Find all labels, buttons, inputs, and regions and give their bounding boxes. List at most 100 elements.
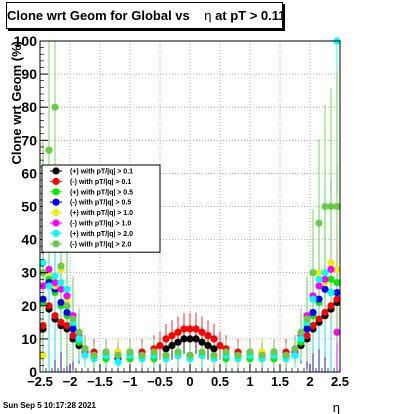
y-tick-label: 100 (14, 33, 38, 49)
x-tick-label: 2 (306, 374, 313, 389)
x-tick-label: 0 (186, 374, 193, 389)
data-point (303, 331, 311, 340)
data-point (315, 315, 323, 323)
y-tick-label: 40 (21, 232, 37, 248)
data-point (51, 279, 59, 287)
data-point (333, 202, 341, 211)
data-point (162, 345, 170, 353)
data-point (57, 262, 65, 270)
x-tick-label: −1 (123, 374, 138, 389)
legend-label: (+) with pT/|q| > 2.0 (70, 231, 133, 238)
legend-label: (-) with pT/|q| > 2.0 (70, 241, 131, 248)
y-tick-label: 70 (21, 132, 37, 148)
y-tick-label: 60 (21, 165, 37, 181)
data-point (57, 298, 65, 307)
data-point (258, 351, 266, 360)
data-point (162, 335, 170, 343)
data-point (303, 315, 311, 323)
data-point (150, 348, 158, 356)
legend-marker (52, 219, 60, 227)
y-tick-label: 20 (21, 298, 37, 314)
data-point (174, 328, 182, 336)
data-point (297, 335, 305, 343)
data-point (180, 325, 188, 333)
x-tick-label: −0.5 (147, 374, 173, 389)
data-point (333, 328, 341, 336)
data-point (45, 302, 53, 310)
data-point (234, 351, 242, 360)
legend-label: (+) with pT/|q| > 1.0 (70, 210, 133, 217)
data-point (333, 288, 341, 297)
data-point (126, 348, 134, 356)
data-point (75, 328, 83, 336)
chart-title-box: Clone wrt Geom for Global vs η at pT > 0… (6, 2, 286, 29)
data-point (204, 331, 212, 340)
y-tick-label: 0 (29, 364, 37, 380)
x-tick-label: 1.5 (271, 374, 289, 389)
x-tick-label: 1 (246, 374, 253, 389)
x-tick-label: 0.5 (211, 374, 229, 389)
legend-marker (52, 229, 60, 237)
y-tick-label: 30 (21, 265, 37, 281)
data-point (204, 341, 212, 350)
data-point (270, 348, 278, 356)
data-points (39, 37, 341, 366)
data-point (102, 348, 110, 356)
data-point (45, 265, 53, 273)
chart-title-suffix: at pT > 0.11 (215, 8, 286, 23)
data-point (333, 265, 341, 273)
data-point (63, 322, 71, 330)
data-point (246, 348, 254, 356)
data-point (315, 275, 323, 283)
data-point (315, 219, 323, 227)
data-point (81, 351, 89, 360)
y-tick-label: 10 (21, 331, 37, 347)
chart-title-symbol: η (204, 8, 212, 23)
data-point (333, 279, 341, 287)
data-point (174, 338, 182, 346)
data-point (114, 358, 122, 366)
legend-marker (52, 240, 60, 248)
data-point (168, 341, 176, 350)
data-point (186, 351, 194, 360)
data-point (282, 351, 290, 360)
data-point (321, 202, 329, 211)
data-point (327, 265, 335, 273)
legend-marker (52, 177, 60, 185)
data-point (39, 259, 47, 267)
data-point (138, 351, 146, 360)
data-point (321, 308, 329, 317)
y-tick-label: 90 (21, 66, 37, 82)
data-point (63, 308, 71, 317)
data-point (309, 269, 317, 277)
x-tick-label: 2.5 (331, 374, 349, 389)
data-point (69, 331, 77, 340)
data-point (57, 318, 65, 326)
data-point (63, 292, 71, 300)
data-point (114, 351, 122, 360)
data-point (51, 312, 59, 320)
data-point (192, 325, 200, 333)
data-point (327, 302, 335, 310)
data-point (39, 351, 47, 360)
legend-label: (+) with pT/|q| > 0.5 (70, 189, 133, 196)
data-point (327, 202, 335, 211)
legend-label: (+) with pT/|q| > 0.1 (70, 169, 133, 176)
data-point (303, 325, 311, 333)
data-point (180, 335, 188, 343)
x-tick-label: −2.5 (27, 374, 53, 389)
legend-marker (52, 167, 60, 175)
data-point (291, 345, 299, 353)
legend: (+) with pT/|q| > 0.1 (-) with pT/|q| > 0… (41, 164, 161, 253)
data-point (216, 341, 224, 350)
data-point (321, 269, 329, 277)
data-point (57, 279, 65, 287)
data-point (90, 351, 98, 360)
x-tick-label: −1.5 (87, 374, 113, 389)
legend-label: (-) with pT/|q| > 1.0 (70, 221, 131, 228)
x-axis-label: η (333, 400, 340, 414)
data-point (63, 302, 71, 310)
data-point (186, 335, 194, 343)
legend-box (41, 164, 161, 253)
